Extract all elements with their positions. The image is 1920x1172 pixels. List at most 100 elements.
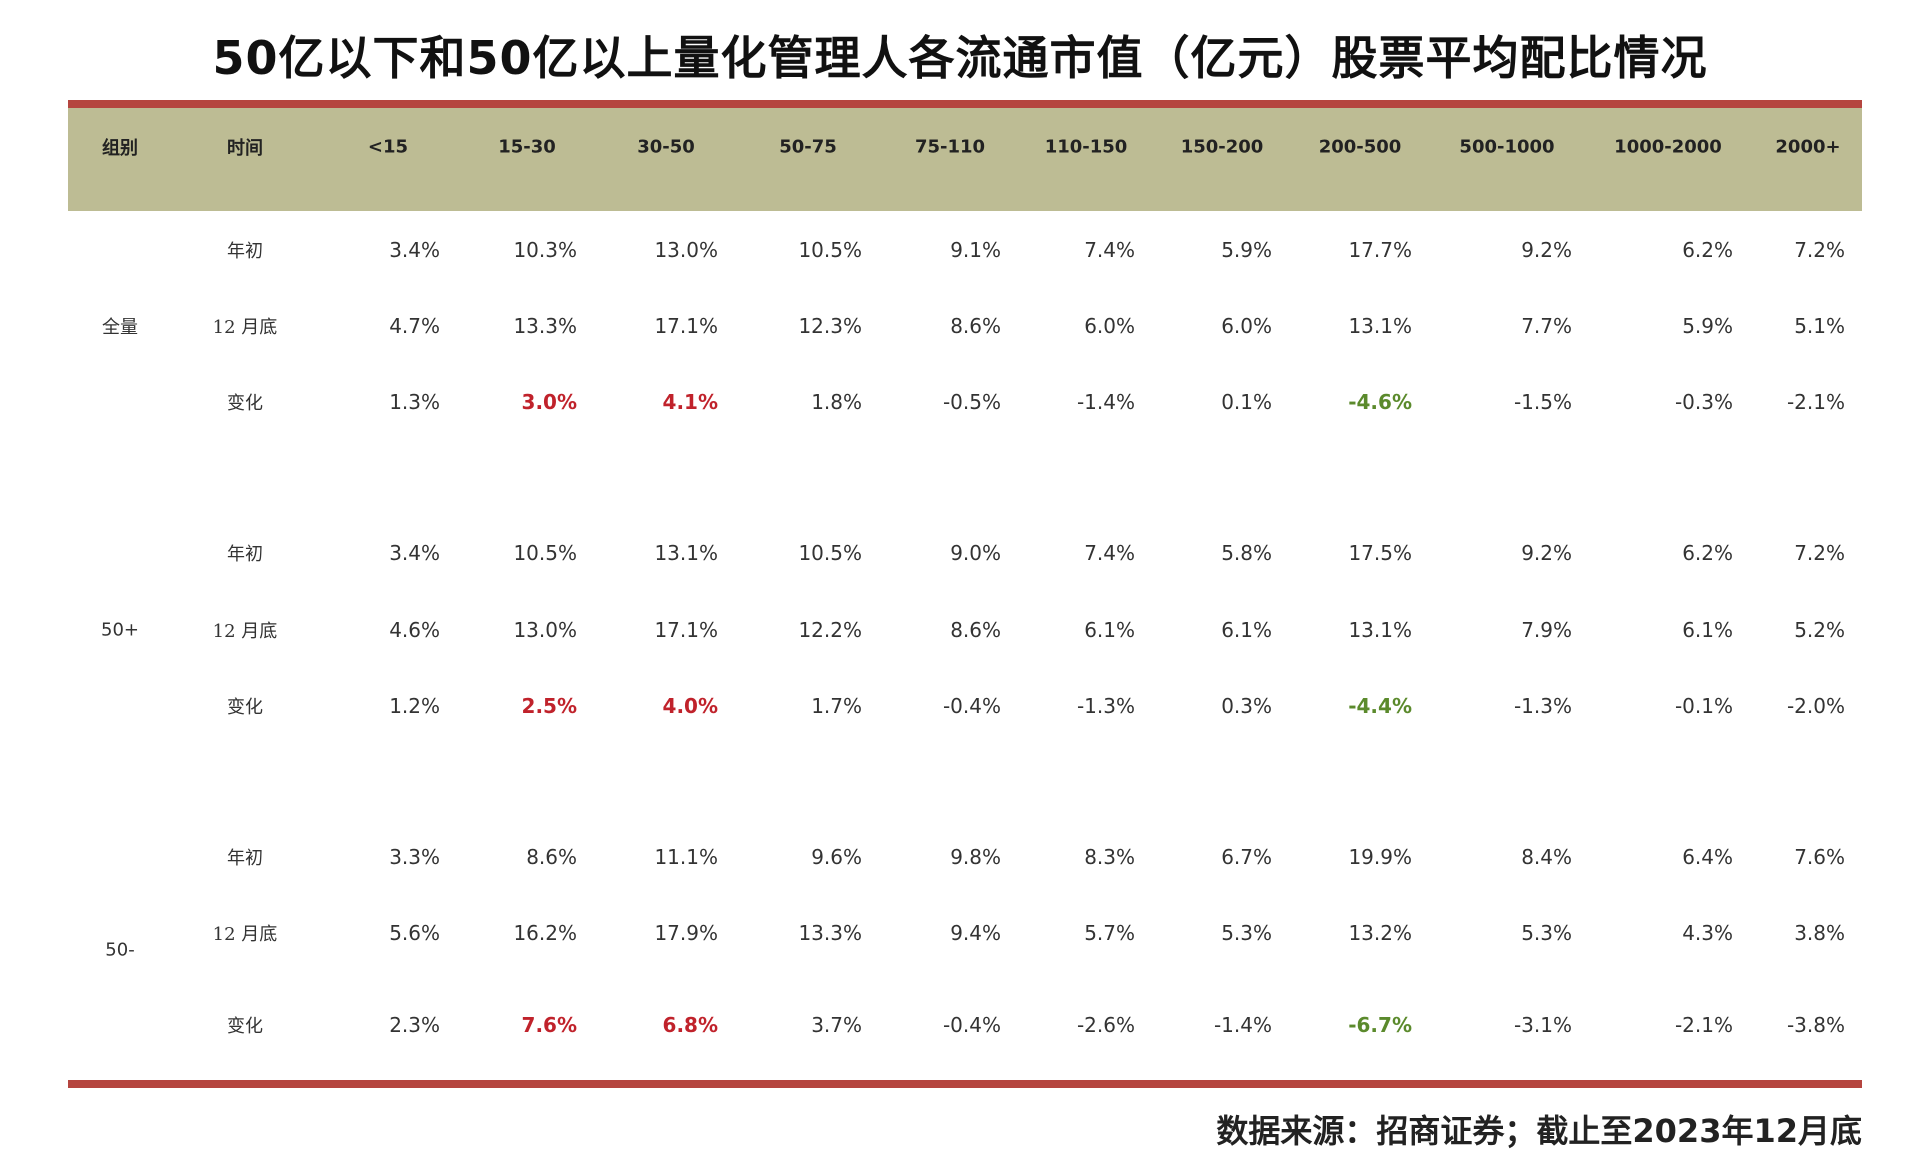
value-cell: -1.4% [1076, 390, 1135, 414]
value-cell: 4.3% [1682, 921, 1733, 945]
page-title: 50亿以下和50亿以上量化管理人各流通市值（亿元）股票平均配比情况 [212, 31, 1708, 85]
value-cell: 8.4% [1521, 845, 1572, 869]
value-cell: 0.3% [1221, 694, 1272, 718]
value-cell: -1.3% [1076, 694, 1135, 718]
value-cell: -1.5% [1513, 390, 1572, 414]
value-cell: 9.8% [950, 845, 1001, 869]
value-cell: 11.1% [654, 845, 718, 869]
value-cell: 12.2% [798, 618, 862, 642]
column-header: 75-110 [914, 136, 986, 158]
value-cell: 8.6% [526, 845, 577, 869]
value-cell: 1.8% [811, 390, 862, 414]
column-header: 1000-2000 [1614, 136, 1722, 158]
group-label: 50+ [101, 619, 139, 641]
value-cell: 5.9% [1221, 238, 1272, 262]
value-cell: 6.1% [1682, 618, 1733, 642]
group-label: 全量 [102, 317, 138, 338]
value-cell: 9.1% [950, 238, 1001, 262]
value-cell: -2.6% [1076, 1013, 1135, 1037]
value-cell: 3.7% [811, 1013, 862, 1037]
value-cell: -2.1% [1786, 390, 1845, 414]
value-cell: 9.0% [950, 541, 1001, 565]
value-cell: 12.3% [798, 314, 862, 338]
value-cell: 10.3% [513, 238, 577, 262]
row-label: 变化 [227, 1016, 263, 1037]
value-cell: 13.2% [1348, 921, 1412, 945]
value-cell: -3.8% [1786, 1013, 1845, 1037]
value-cell: 7.6% [1794, 845, 1845, 869]
value-cell: 7.2% [1794, 541, 1845, 565]
value-cell: 13.0% [654, 238, 718, 262]
value-cell: 6.2% [1682, 238, 1733, 262]
value-cell: 10.5% [798, 238, 862, 262]
value-cell: 5.8% [1221, 541, 1272, 565]
value-cell: 7.4% [1084, 541, 1135, 565]
value-cell: 0.1% [1221, 390, 1272, 414]
value-cell: -0.1% [1674, 694, 1733, 718]
column-header: 200-500 [1318, 136, 1402, 158]
column-header: 2000+ [1775, 136, 1841, 158]
value-cell: 5.3% [1521, 921, 1572, 945]
value-cell: 6.8% [662, 1013, 718, 1037]
top-rule [68, 100, 1862, 108]
value-cell: 3.3% [389, 845, 440, 869]
value-cell: -6.7% [1348, 1013, 1412, 1037]
value-cell: 13.1% [1348, 618, 1412, 642]
value-cell: 7.4% [1084, 238, 1135, 262]
value-cell: -3.1% [1513, 1013, 1572, 1037]
value-cell: 1.3% [389, 390, 440, 414]
value-cell: 17.9% [654, 921, 718, 945]
value-cell: 17.7% [1348, 238, 1412, 262]
value-cell: 4.7% [389, 314, 440, 338]
row-label: 12 月底 [212, 621, 278, 642]
value-cell: 1.2% [389, 694, 440, 718]
column-header: 15-30 [498, 136, 556, 158]
value-cell: 7.6% [521, 1013, 577, 1037]
value-cell: 8.3% [1084, 845, 1135, 869]
column-header: 50-75 [779, 136, 837, 158]
value-cell: 9.2% [1521, 541, 1572, 565]
row-label: 12 月底 [212, 317, 278, 338]
value-cell: 17.1% [654, 618, 718, 642]
column-header: <15 [367, 136, 409, 158]
column-header: 150-200 [1180, 136, 1264, 158]
column-header: 30-50 [637, 136, 695, 158]
value-cell: 8.6% [950, 618, 1001, 642]
row-label: 变化 [227, 393, 263, 414]
value-cell: 19.9% [1348, 845, 1412, 869]
row-label: 年初 [227, 544, 263, 565]
value-cell: 1.7% [811, 694, 862, 718]
row-label: 年初 [227, 848, 263, 869]
value-cell: 6.0% [1084, 314, 1135, 338]
value-cell: 5.9% [1682, 314, 1733, 338]
value-cell: 10.5% [798, 541, 862, 565]
value-cell: 9.2% [1521, 238, 1572, 262]
value-cell: -1.4% [1213, 1013, 1272, 1037]
column-header: 组别 [102, 138, 138, 159]
value-cell: 6.1% [1084, 618, 1135, 642]
value-cell: 17.1% [654, 314, 718, 338]
value-cell: 5.7% [1084, 921, 1135, 945]
value-cell: 10.5% [513, 541, 577, 565]
column-header: 110-150 [1044, 136, 1128, 158]
value-cell: 16.2% [513, 921, 577, 945]
value-cell: -1.3% [1513, 694, 1572, 718]
value-cell: 6.7% [1221, 845, 1272, 869]
group-label: 50- [105, 939, 135, 961]
value-cell: 5.2% [1794, 618, 1845, 642]
column-header: 500-1000 [1459, 136, 1555, 158]
value-cell: -0.3% [1674, 390, 1733, 414]
value-cell: 3.0% [521, 390, 577, 414]
value-cell: 3.4% [389, 238, 440, 262]
value-cell: 8.6% [950, 314, 1001, 338]
data-source-note: 数据来源：招商证券；截止至2023年12月底 [1216, 1112, 1862, 1150]
value-cell: 7.2% [1794, 238, 1845, 262]
value-cell: -2.0% [1786, 694, 1845, 718]
value-cell: 9.4% [950, 921, 1001, 945]
row-label: 年初 [227, 241, 263, 262]
value-cell: 5.6% [389, 921, 440, 945]
value-cell: 6.1% [1221, 618, 1272, 642]
value-cell: -2.1% [1674, 1013, 1733, 1037]
row-label: 变化 [227, 697, 263, 718]
value-cell: 13.0% [513, 618, 577, 642]
